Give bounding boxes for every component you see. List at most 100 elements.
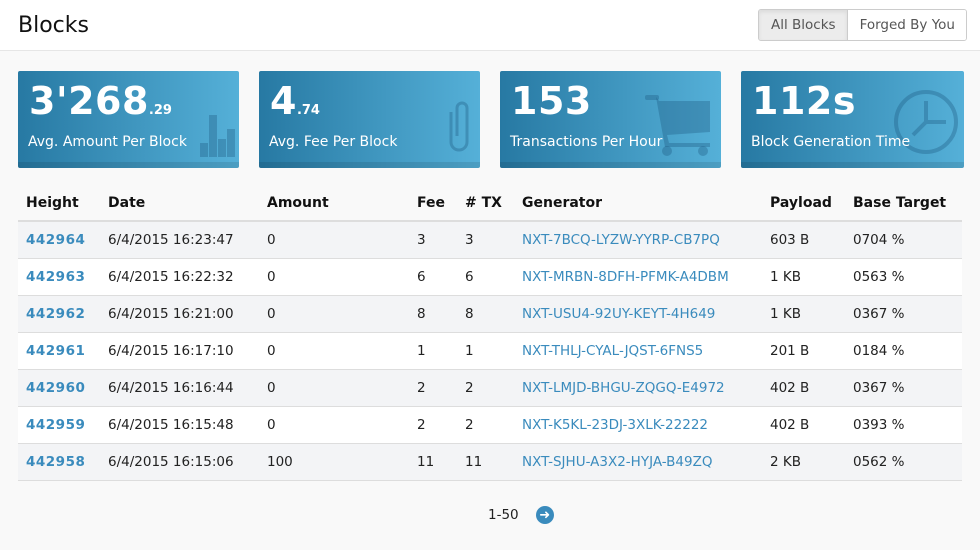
- generator-link[interactable]: NXT-7BCQ-LYZW-YYRP-CB7PQ: [522, 231, 720, 248]
- bar-chart-icon: [200, 115, 235, 157]
- cell: 11: [457, 443, 514, 481]
- column-header: Amount: [259, 185, 409, 222]
- block-height-link[interactable]: 442959: [26, 416, 86, 433]
- page-header: Blocks All Blocks Forged By You: [0, 0, 980, 51]
- cell: 0: [259, 369, 409, 407]
- stat-card-avg-amount: 3'268.29 Avg. Amount Per Block: [18, 71, 239, 168]
- generator-link[interactable]: NXT-USU4-92UY-KEYT-4H649: [522, 305, 716, 322]
- column-header: Base Target: [845, 185, 962, 222]
- stat-label: Transactions Per Hour: [510, 134, 663, 150]
- generator-link[interactable]: NXT-LMJD-BHGU-ZQGQ-E4972: [522, 379, 725, 396]
- cell: 8: [409, 295, 457, 333]
- cell: NXT-USU4-92UY-KEYT-4H649: [514, 295, 762, 333]
- blocks-table: Height Date Amount Fee # TX Generator Payload B…: [18, 185, 962, 481]
- pagination: 1-50 ➜: [488, 506, 554, 524]
- cell: 6: [457, 258, 514, 296]
- cell: 2 KB: [762, 443, 845, 481]
- table-row: 442960 6/4/2015 16:16:44 0 2 2 NXT-LMJD-BHGU-…: [18, 369, 962, 407]
- stat-card-tx-per-hour: 153 Transactions Per Hour: [500, 71, 721, 168]
- cell: 0184 %: [845, 332, 962, 370]
- cell: 6/4/2015 16:23:47: [100, 221, 259, 259]
- cell: NXT-MRBN-8DFH-PFMK-A4DBM: [514, 258, 762, 296]
- block-height-link[interactable]: 442958: [26, 453, 86, 470]
- cell: 402 B: [762, 406, 845, 444]
- cell: 0: [259, 332, 409, 370]
- cell: 2: [457, 369, 514, 407]
- cell: 2: [409, 369, 457, 407]
- cell: 2: [457, 406, 514, 444]
- column-header: # TX: [457, 185, 514, 222]
- cell: 6/4/2015 16:15:06: [100, 443, 259, 481]
- cell: NXT-LMJD-BHGU-ZQGQ-E4972: [514, 369, 762, 407]
- forged-by-you-button[interactable]: Forged By You: [847, 10, 966, 40]
- cell: 0: [259, 295, 409, 333]
- cell: 0393 %: [845, 406, 962, 444]
- cell: 6/4/2015 16:17:10: [100, 332, 259, 370]
- block-height-link[interactable]: 442963: [26, 268, 86, 285]
- cell: NXT-SJHU-A3X2-HYJA-B49ZQ: [514, 443, 762, 481]
- generator-link[interactable]: NXT-SJHU-A3X2-HYJA-B49ZQ: [522, 453, 713, 470]
- column-header: Height: [18, 185, 100, 222]
- cell: 442958: [18, 443, 100, 481]
- cell: 1: [409, 332, 457, 370]
- cell: 0563 %: [845, 258, 962, 296]
- cell: 11: [409, 443, 457, 481]
- table-row: 442961 6/4/2015 16:17:10 0 1 1 NXT-THLJ-CYAL-…: [18, 332, 962, 370]
- table-row: 442963 6/4/2015 16:22:32 0 6 6 NXT-MRBN-8DFH-…: [18, 258, 962, 296]
- cell: 6: [409, 258, 457, 296]
- column-header: Date: [100, 185, 259, 222]
- cell: 3: [409, 221, 457, 259]
- stat-value: 4.74: [270, 79, 320, 123]
- cell: 402 B: [762, 369, 845, 407]
- cell: 2: [409, 406, 457, 444]
- cell: 0367 %: [845, 295, 962, 333]
- clock-icon: [894, 90, 958, 154]
- stat-card-block-time: 112s Block Generation Time: [741, 71, 964, 168]
- stat-label: Avg. Amount Per Block: [28, 134, 187, 150]
- cell: 8: [457, 295, 514, 333]
- cell: 0: [259, 258, 409, 296]
- column-header: Payload: [762, 185, 845, 222]
- arrow-circle-right-icon[interactable]: ➜: [535, 506, 554, 524]
- block-height-link[interactable]: 442964: [26, 231, 86, 248]
- column-header: Generator: [514, 185, 762, 222]
- cell: NXT-THLJ-CYAL-JQST-6FNS5: [514, 332, 762, 370]
- block-height-link[interactable]: 442962: [26, 305, 86, 322]
- cell: 3: [457, 221, 514, 259]
- cell: 6/4/2015 16:22:32: [100, 258, 259, 296]
- cell: 603 B: [762, 221, 845, 259]
- cell: 442960: [18, 369, 100, 407]
- column-header: Fee: [409, 185, 457, 222]
- generator-link[interactable]: NXT-MRBN-8DFH-PFMK-A4DBM: [522, 268, 729, 285]
- stat-value: 3'268.29: [29, 79, 172, 123]
- generator-link[interactable]: NXT-THLJ-CYAL-JQST-6FNS5: [522, 342, 704, 359]
- cell: 6/4/2015 16:15:48: [100, 406, 259, 444]
- cell: 0: [259, 406, 409, 444]
- cell: 0367 %: [845, 369, 962, 407]
- cell: 0562 %: [845, 443, 962, 481]
- paperclip-icon: [449, 101, 469, 152]
- stat-label: Avg. Fee Per Block: [269, 134, 398, 150]
- cell: 442964: [18, 221, 100, 259]
- cell: 442962: [18, 295, 100, 333]
- cell: 442959: [18, 406, 100, 444]
- table-row: 442962 6/4/2015 16:21:00 0 8 8 NXT-USU4-92UY-…: [18, 295, 962, 333]
- stat-card-avg-fee: 4.74 Avg. Fee Per Block: [259, 71, 480, 168]
- view-toggle: All Blocks Forged By You: [758, 9, 967, 41]
- cell: 0704 %: [845, 221, 962, 259]
- table-row: 442958 6/4/2015 16:15:06 100 11 11 NXT-SJHU-A…: [18, 443, 962, 481]
- cell: 6/4/2015 16:16:44: [100, 369, 259, 407]
- cell: 100: [259, 443, 409, 481]
- page-range: 1-50: [488, 507, 519, 523]
- block-height-link[interactable]: 442960: [26, 379, 86, 396]
- stat-value: 153: [511, 79, 592, 123]
- cell: 442961: [18, 332, 100, 370]
- all-blocks-button[interactable]: All Blocks: [759, 10, 848, 40]
- page-title: Blocks: [18, 13, 89, 38]
- table-row: 442959 6/4/2015 16:15:48 0 2 2 NXT-K5KL-23DJ-…: [18, 406, 962, 444]
- generator-link[interactable]: NXT-K5KL-23DJ-3XLK-22222: [522, 416, 708, 433]
- block-height-link[interactable]: 442961: [26, 342, 86, 359]
- cell: NXT-K5KL-23DJ-3XLK-22222: [514, 406, 762, 444]
- stat-label: Block Generation Time: [751, 134, 911, 150]
- cell: NXT-7BCQ-LYZW-YYRP-CB7PQ: [514, 221, 762, 259]
